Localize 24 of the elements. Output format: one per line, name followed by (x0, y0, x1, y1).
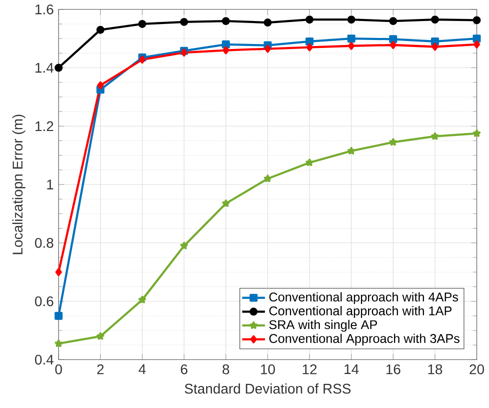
legend-label: SRA with single AP (269, 320, 377, 332)
x-tick-label: 2 (97, 364, 104, 374)
x-tick-label: 10 (260, 364, 275, 374)
x-tick-label: 4 (138, 364, 146, 374)
x-tick-label: 6 (180, 364, 188, 374)
y-tick-label: 1.2 (36, 121, 54, 132)
x-tick-label: 20 (470, 364, 484, 374)
legend-label: Conventional approach with 4APs (269, 292, 458, 304)
y-tick-label: 1 (47, 180, 54, 190)
x-tick-label: 18 (428, 364, 442, 374)
x-axis-title: Standard Deviation of RSS (184, 384, 351, 394)
x-tick-label: 8 (222, 364, 230, 374)
y-tick-label: 1.6 (36, 4, 54, 15)
y-tick-label: 1.4 (36, 63, 54, 73)
legend-label: Conventional approach with 1AP (269, 306, 452, 318)
legend-label: Conventional Approach with 3APs (269, 334, 460, 346)
x-tick-label: 0 (55, 364, 62, 374)
y-axis-title: Localizatiopn Error (m) (12, 114, 26, 254)
x-tick-label: 12 (302, 364, 317, 374)
y-tick-label: 0.6 (35, 296, 54, 306)
y-tick-label: 0.8 (35, 238, 54, 248)
y-tick-label: 0.4 (35, 354, 54, 365)
x-tick-label: 14 (344, 364, 359, 374)
x-tick-label: 16 (386, 364, 400, 374)
